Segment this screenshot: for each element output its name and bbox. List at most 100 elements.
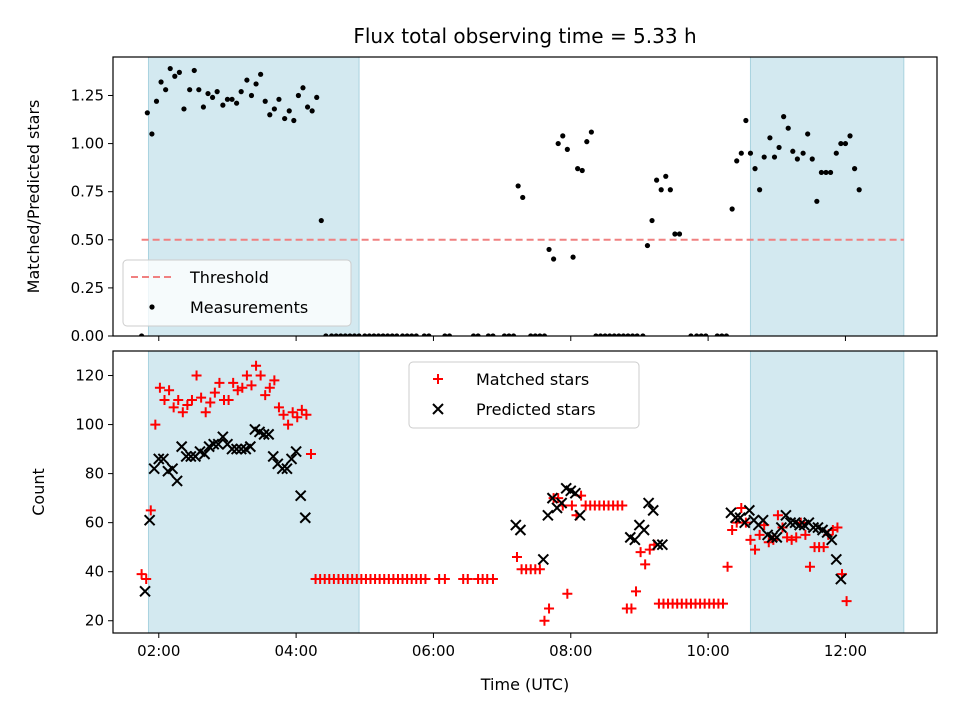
data-point [214, 89, 220, 95]
data-point [800, 150, 806, 156]
data-point [511, 551, 522, 562]
data-point [153, 453, 165, 465]
data-point [366, 333, 372, 336]
data-point [157, 453, 170, 465]
data-point [253, 81, 259, 87]
data-point [149, 131, 155, 137]
x-tick-label: 06:00 [412, 642, 455, 660]
y-tick-label: 40 [85, 563, 104, 581]
legend-predicted-swatch [432, 403, 444, 415]
data-point [555, 497, 568, 509]
data-point [347, 333, 353, 336]
data-point [719, 333, 725, 336]
data-point [501, 333, 507, 336]
data-point [607, 333, 613, 336]
data-point [214, 377, 225, 388]
data-point [506, 333, 512, 336]
data-point [852, 166, 858, 172]
data-point [267, 450, 279, 463]
data-point [835, 573, 847, 585]
data-point [625, 333, 631, 336]
panel-top: 0.00 0.25 0.50 0.75 1.00 1.25 Matched/Predicte… [24, 24, 938, 345]
data-point [714, 333, 720, 336]
y-tick-label: 20 [85, 612, 104, 630]
data-point [729, 206, 735, 212]
data-point [338, 333, 344, 336]
data-point [597, 333, 604, 336]
data-point [757, 187, 763, 193]
data-point [404, 333, 410, 336]
data-point [446, 333, 453, 336]
x-tick-label: 04:00 [274, 642, 317, 660]
data-point [200, 104, 207, 110]
data-point [229, 96, 235, 102]
data-point [658, 187, 664, 193]
data-point [847, 133, 853, 139]
data-point [761, 154, 767, 160]
data-point [209, 94, 216, 101]
data-point [362, 333, 368, 336]
y-tick-label: 0.75 [71, 183, 104, 201]
panel-bottom: 02:00 04:00 06:00 08:00 10:00 12:00 20 40 60 80 10… [29, 350, 938, 694]
data-point [555, 140, 561, 147]
data-point [546, 246, 552, 253]
data-point [246, 380, 257, 391]
data-point [830, 553, 842, 566]
data-point [244, 77, 250, 83]
data-point [300, 85, 306, 91]
data-point [727, 525, 738, 536]
data-point [528, 333, 534, 336]
data-point [191, 67, 197, 74]
data-point [635, 547, 646, 558]
x-tick-label: 12:00 [824, 642, 867, 660]
data-point [305, 448, 316, 459]
data-point [304, 104, 311, 110]
data-point [634, 333, 640, 336]
data-point [537, 333, 543, 336]
data-point [654, 177, 660, 183]
series-predicted-stars [139, 423, 847, 598]
data-point [180, 450, 192, 463]
data-point [827, 169, 834, 176]
data-point [490, 333, 496, 336]
data-point [823, 169, 829, 176]
data-point [209, 387, 220, 398]
data-point [175, 440, 188, 453]
data-point [826, 534, 838, 546]
data-point [611, 333, 617, 336]
data-point [276, 96, 282, 102]
data-point [542, 509, 554, 522]
data-point [301, 409, 312, 420]
data-point [784, 516, 797, 529]
data-point [290, 445, 302, 458]
data-point [145, 505, 156, 516]
data-point [248, 92, 255, 99]
data-point [158, 79, 164, 85]
data-point [574, 509, 586, 522]
data-point [262, 98, 268, 104]
data-point [208, 438, 220, 450]
data-point [278, 409, 289, 420]
data-point [185, 450, 197, 463]
data-point [164, 385, 175, 396]
data-point [766, 531, 778, 544]
data-point [258, 428, 270, 441]
series-measurements [139, 65, 862, 336]
y-tick-label: 1.00 [71, 135, 104, 153]
data-point [294, 489, 307, 502]
data-point [771, 154, 778, 160]
legend: Threshold Measurements [122, 259, 352, 327]
data-point [757, 514, 769, 526]
data-point [351, 333, 358, 336]
y-tick-label: 100 [75, 416, 104, 434]
data-point [276, 462, 289, 475]
data-point [703, 333, 709, 336]
data-point [814, 198, 820, 204]
data-point [747, 150, 754, 156]
data-point [283, 419, 294, 430]
data-point [642, 497, 655, 509]
data-point [602, 333, 608, 336]
data-point [150, 419, 161, 430]
data-point [793, 519, 806, 531]
data-point [230, 443, 243, 455]
